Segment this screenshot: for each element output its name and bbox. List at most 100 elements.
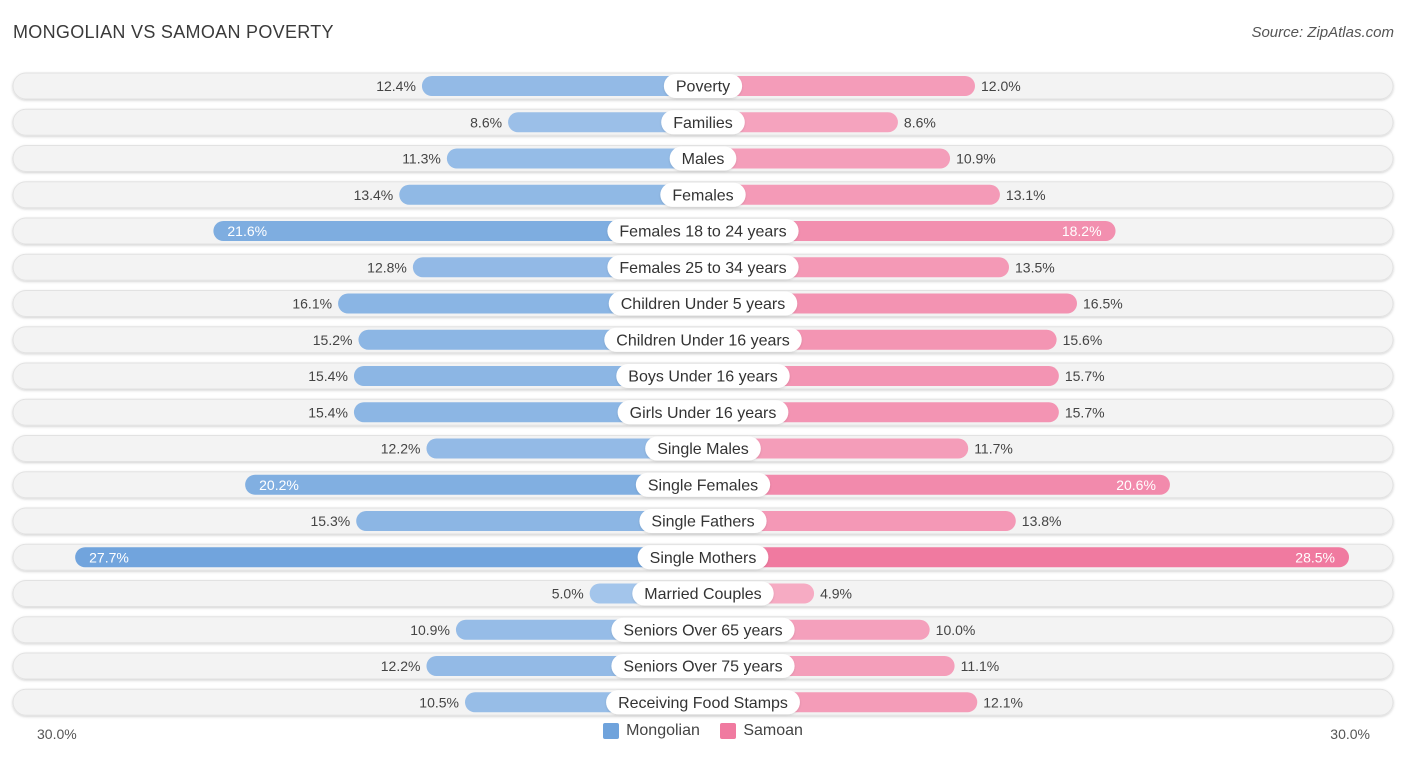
value-label-mongolian: 12.2% <box>381 441 421 457</box>
category-pill <box>611 654 795 678</box>
axis-left-label: 30.0% <box>37 726 77 742</box>
chart-row: Single Fathers 15.3% 13.8% <box>12 507 1394 535</box>
category-label: Families <box>673 115 733 132</box>
legend-label-samoan: Samoan <box>743 722 803 739</box>
value-label-mongolian: 15.4% <box>308 368 348 384</box>
bar-samoan[interactable] <box>693 112 898 133</box>
chart-title: MONGOLIAN VS SAMOAN POVERTY <box>13 22 334 42</box>
category-label: Children Under 5 years <box>621 296 786 313</box>
category-pill <box>645 436 761 461</box>
bar-samoan[interactable] <box>693 221 1116 241</box>
chart-row: Females 18 to 24 years 21.6% 18.2% <box>12 217 1394 245</box>
legend-item-mongolian[interactable]: Mongolian <box>603 722 700 740</box>
bar-samoan[interactable] <box>693 474 1170 495</box>
bar-samoan[interactable] <box>693 76 975 96</box>
value-label-mongolian: 27.7% <box>89 549 129 565</box>
category-pill <box>616 364 790 388</box>
value-label-samoan: 15.7% <box>1065 404 1105 420</box>
category-pill <box>635 472 771 497</box>
value-label-mongolian: 5.0% <box>552 586 584 602</box>
value-label-samoan: 13.5% <box>1015 259 1055 275</box>
value-label-mongolian: 11.3% <box>402 151 441 167</box>
bar-mongolian[interactable] <box>245 474 713 495</box>
chart-row: Females 25 to 34 years 12.8% 13.5% <box>12 253 1394 281</box>
bar-mongolian[interactable] <box>508 112 713 133</box>
category-pill <box>632 581 774 606</box>
chart-row: Single Males 12.2% 11.7% <box>12 435 1394 462</box>
value-label-mongolian: 8.6% <box>470 114 502 130</box>
value-label-mongolian: 21.6% <box>227 223 267 239</box>
category-label: Females 25 to 34 years <box>619 260 786 277</box>
value-label-samoan: 12.0% <box>981 78 1021 94</box>
bar-samoan[interactable] <box>693 148 951 169</box>
chart-row: Seniors Over 65 years 10.9% 10.0% <box>12 616 1394 644</box>
category-pill <box>637 545 769 570</box>
value-label-samoan: 18.2% <box>1062 223 1102 239</box>
axis-right-label: 30.0% <box>1330 726 1370 742</box>
category-pill <box>611 617 795 642</box>
chart-row: Children Under 16 years 15.2% 15.6% <box>12 326 1394 354</box>
chart-row: Poverty 12.4% 12.0% <box>12 72 1394 100</box>
chart-row: Girls Under 16 years 15.4% 15.7% <box>12 398 1394 426</box>
legend-swatch-mongolian <box>603 723 620 739</box>
category-label: Single Mothers <box>650 550 757 567</box>
value-label-mongolian: 10.5% <box>419 694 459 710</box>
bar-samoan[interactable] <box>693 547 1349 568</box>
chart-row: Single Females 20.2% 20.6% <box>12 471 1394 499</box>
value-label-mongolian: 12.4% <box>376 78 416 94</box>
category-label: Single Females <box>648 477 758 494</box>
category-label: Receiving Food Stamps <box>618 695 788 712</box>
legend: Mongolian Samoan <box>0 722 1406 744</box>
value-label-samoan: 12.1% <box>983 694 1023 710</box>
category-pill <box>663 74 743 98</box>
chart-row: Boys Under 16 years 15.4% 15.7% <box>12 362 1394 390</box>
chart-row: Seniors Over 75 years 12.2% 11.1% <box>12 652 1394 680</box>
category-label: Single Males <box>657 441 749 458</box>
legend-swatch-samoan <box>720 723 737 739</box>
value-label-mongolian: 15.2% <box>313 332 353 348</box>
category-label: Boys Under 16 years <box>628 369 777 386</box>
bar-mongolian[interactable] <box>446 148 713 169</box>
category-label: Girls Under 16 years <box>630 405 777 422</box>
category-label: Females <box>672 187 733 204</box>
value-label-samoan: 28.5% <box>1295 549 1335 565</box>
value-label-samoan: 10.9% <box>956 151 996 167</box>
bar-mongolian[interactable] <box>356 511 713 531</box>
bar-mongolian[interactable] <box>399 184 713 205</box>
category-label: Married Couples <box>644 586 761 603</box>
bar-mongolian[interactable] <box>421 76 713 96</box>
category-pill <box>606 690 800 715</box>
chart-row: Receiving Food Stamps 10.5% 12.1% <box>12 688 1394 716</box>
category-label: Children Under 16 years <box>616 332 789 349</box>
category-pill <box>607 255 799 280</box>
category-label: Females 18 to 24 years <box>619 224 786 241</box>
legend-label-mongolian: Mongolian <box>626 722 700 739</box>
value-label-mongolian: 15.4% <box>308 404 348 420</box>
category-pill <box>639 509 767 533</box>
category-pill <box>661 110 745 135</box>
chart-area: Poverty 12.4% 12.0% Families 8.6% 8.6% Males 11… <box>12 72 1394 716</box>
category-pill <box>669 146 737 171</box>
value-label-samoan: 15.7% <box>1065 368 1105 384</box>
bar-samoan[interactable] <box>693 438 969 459</box>
category-label: Males <box>682 151 725 168</box>
legend-item-samoan[interactable]: Samoan <box>720 722 803 740</box>
category-label: Seniors Over 65 years <box>623 622 782 639</box>
bar-mongolian[interactable] <box>213 221 713 241</box>
value-label-samoan: 13.8% <box>1022 513 1062 529</box>
bar-samoan[interactable] <box>693 511 1016 531</box>
value-label-mongolian: 10.9% <box>410 622 450 638</box>
bar-mongolian[interactable] <box>75 547 714 568</box>
value-label-mongolian: 13.4% <box>354 187 394 203</box>
value-label-samoan: 16.5% <box>1083 296 1123 312</box>
category-label: Seniors Over 75 years <box>623 659 782 676</box>
category-pill <box>608 291 798 316</box>
bar-samoan[interactable] <box>693 184 1000 205</box>
value-label-samoan: 8.6% <box>904 114 936 130</box>
bar-mongolian[interactable] <box>426 438 713 459</box>
category-pill <box>617 400 789 425</box>
chart-row: Single Mothers 27.7% 28.5% <box>12 543 1394 571</box>
category-label: Single Fathers <box>651 514 754 531</box>
chart-row: Families 8.6% 8.6% <box>12 108 1394 136</box>
chart-row: Children Under 5 years 16.1% 16.5% <box>12 290 1394 317</box>
